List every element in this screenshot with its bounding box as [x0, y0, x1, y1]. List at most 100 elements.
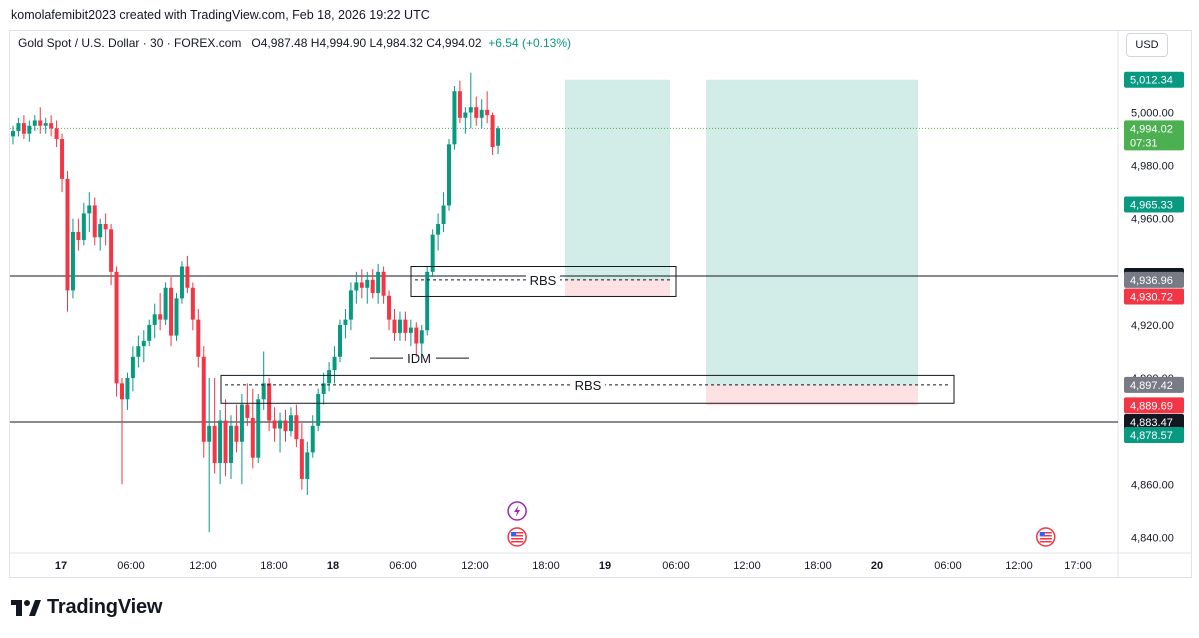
candle-body [54, 128, 59, 140]
candle-body [256, 399, 261, 458]
candle-body [408, 327, 413, 333]
x-axis-tick-label: 17:00 [1064, 560, 1092, 572]
flag-icon-canton [511, 532, 517, 536]
price-label-tag [1124, 376, 1184, 393]
flag-icon-canton [1039, 532, 1045, 536]
candle-body [332, 356, 337, 371]
price-label-text: 4,889.69 [1130, 400, 1173, 412]
candle-body [321, 383, 326, 394]
candle-body [496, 128, 501, 146]
price-label-text: 4,936.96 [1130, 275, 1173, 287]
price-label-text: 4,878.57 [1130, 430, 1173, 442]
candle-body [430, 234, 435, 272]
price-change: +6.54 (+0.13%) [488, 36, 572, 50]
candle-body [414, 327, 419, 344]
x-axis-tick-label: 12:00 [1005, 560, 1033, 572]
candle-body [392, 319, 397, 333]
price-label-countdown: 07:31 [1130, 137, 1158, 149]
x-axis-tick-label: 19 [599, 560, 611, 572]
candle-body [152, 314, 157, 325]
y-axis-tick-label: 5,000.00 [1131, 107, 1174, 119]
candle-body [474, 107, 479, 118]
candle-body [163, 287, 168, 320]
candle-body [103, 224, 108, 230]
flag-icon-stripe [1039, 532, 1052, 534]
price-label-text: 4,897.42 [1130, 380, 1173, 392]
candle-body [147, 324, 152, 341]
x-axis-tick-label: 12:00 [189, 560, 217, 572]
tradingview-logo-icon [11, 599, 41, 616]
candle-body [201, 356, 206, 442]
candle-body [436, 224, 441, 235]
price-label-tag [1124, 71, 1184, 88]
currency-button[interactable]: USD [1126, 33, 1168, 57]
lightning-icon-bolt [514, 505, 521, 517]
candle-body [87, 205, 92, 214]
candle-body [223, 420, 228, 464]
candle-body [468, 107, 473, 113]
candle-body [479, 109, 484, 118]
candle-body [130, 356, 135, 379]
candle-body [457, 91, 462, 118]
candle-body [490, 115, 495, 148]
candle-body [338, 324, 342, 357]
candle-body [49, 123, 54, 129]
candle-body [283, 420, 288, 432]
rbs-box [220, 374, 955, 404]
candle-body [463, 112, 468, 118]
price-label-tag [1124, 196, 1184, 213]
price-label-tag [1124, 397, 1184, 414]
flag-icon-stripe [511, 538, 524, 540]
ohlc-values: O4,987.48 H4,994.90 L4,984.32 C4,994.02 [251, 36, 482, 50]
candle-body [174, 298, 179, 336]
candle-body [447, 144, 451, 206]
candle-body [136, 346, 141, 357]
candle-body [98, 224, 103, 238]
y-axis-tick-label: 4,960.00 [1131, 214, 1174, 226]
candle-body [27, 125, 32, 134]
us-flag-icon [1036, 527, 1056, 547]
candle-body [299, 439, 304, 479]
y-axis-tick-label: 4,980.00 [1131, 161, 1174, 173]
candle-body [81, 213, 86, 240]
flag-icon-stripe [1039, 538, 1052, 540]
price-chart[interactable]: RBS RBS IDM 5,000.00 4,980.00 4,960.00 4,920.0… [0, 0, 1199, 590]
candle-body [370, 279, 375, 294]
candle-body [218, 420, 223, 464]
candle-body [43, 123, 48, 126]
candle-body [16, 123, 21, 132]
price-label-text: 4,930.72 [1130, 291, 1173, 303]
candle-body [120, 383, 124, 400]
flag-icon-stripe [1039, 541, 1052, 543]
stop-zone [565, 279, 670, 297]
chart-frame [9, 30, 1192, 578]
candle-body [65, 178, 70, 291]
candle-body [359, 282, 364, 288]
x-axis-tick-label: 18 [327, 560, 339, 572]
candle-body [261, 383, 266, 400]
candle-body [441, 205, 446, 225]
candle-body [343, 319, 348, 325]
candle-body [21, 123, 26, 134]
x-axis-tick-label: 12:00 [461, 560, 489, 572]
candle-body [70, 231, 75, 291]
candle-body [196, 319, 201, 357]
candle-body [76, 231, 81, 240]
candle-body [207, 425, 212, 442]
flag-icon-ring [507, 527, 527, 547]
candle-body [485, 109, 490, 116]
price-label-text: 4,883.47 [1130, 417, 1173, 429]
candle-body [229, 425, 233, 464]
x-axis-tick-label: 06:00 [934, 560, 962, 572]
rbs-label-bg [526, 271, 560, 288]
flag-icon-stripe [511, 532, 524, 534]
flag-icon-stripe [511, 541, 524, 543]
x-axis-tick-label: 18:00 [260, 560, 288, 572]
candle-body [234, 425, 239, 442]
x-axis-tick-label: 18:00 [532, 560, 560, 572]
candle-body [327, 370, 332, 384]
flag-icon-stripe [1039, 535, 1052, 537]
candle-body [11, 131, 15, 137]
candle-body [278, 420, 283, 429]
stop-zone [706, 384, 918, 406]
